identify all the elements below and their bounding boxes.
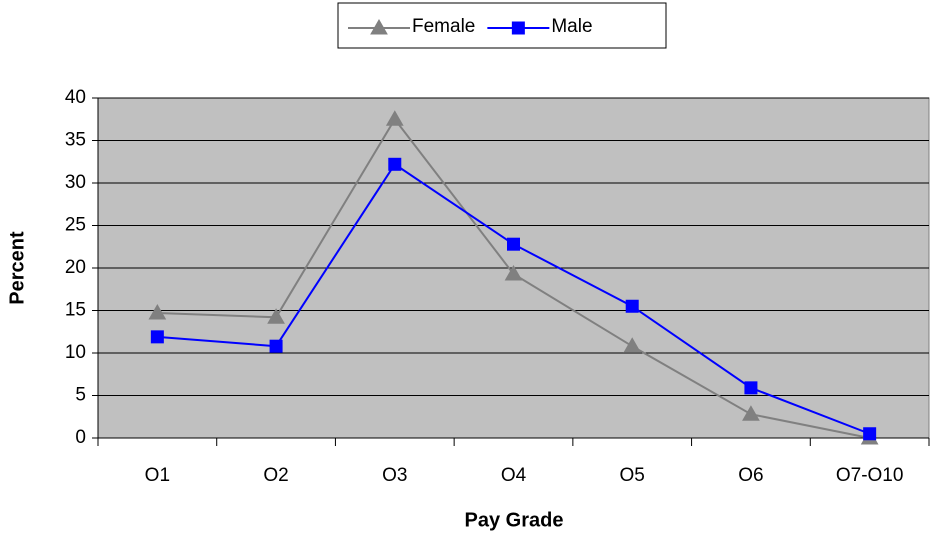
y-tick-label: 40 (65, 87, 86, 108)
y-tick-label: 5 (75, 385, 86, 406)
x-tick-label: O7-O10 (836, 465, 904, 486)
point (267, 308, 285, 324)
x-axis-title: Pay Grade (465, 509, 564, 531)
point (388, 157, 402, 171)
x-tick-label: O2 (263, 465, 288, 486)
point (385, 110, 404, 126)
legend-box (337, 2, 667, 49)
legend-label: Female (412, 16, 475, 37)
point (625, 299, 639, 313)
legend-label: Male (551, 16, 592, 37)
y-tick-label: 15 (65, 300, 86, 321)
point (744, 381, 758, 395)
x-tick-label: O6 (738, 465, 763, 486)
legend-marker (370, 18, 388, 35)
y-tick-label: 10 (65, 342, 86, 363)
x-tick-label: O1 (145, 465, 170, 486)
x-tick-label: O4 (501, 465, 527, 486)
point (148, 304, 167, 320)
point (269, 339, 283, 353)
point (742, 405, 760, 421)
point (507, 237, 520, 251)
legend-marker (511, 21, 525, 35)
x-tick-label: O5 (620, 465, 645, 486)
point (504, 264, 523, 281)
y-axis-title: Percent (6, 231, 28, 305)
y-tick-label: 35 (65, 130, 86, 151)
y-tick-label: 0 (75, 427, 86, 448)
point (863, 427, 877, 441)
point (150, 330, 164, 344)
point (623, 337, 642, 353)
y-tick-label: 30 (65, 172, 86, 193)
y-tick-label: 20 (65, 257, 86, 278)
x-tick-label: O3 (382, 465, 407, 486)
y-tick-label: 25 (65, 215, 86, 236)
